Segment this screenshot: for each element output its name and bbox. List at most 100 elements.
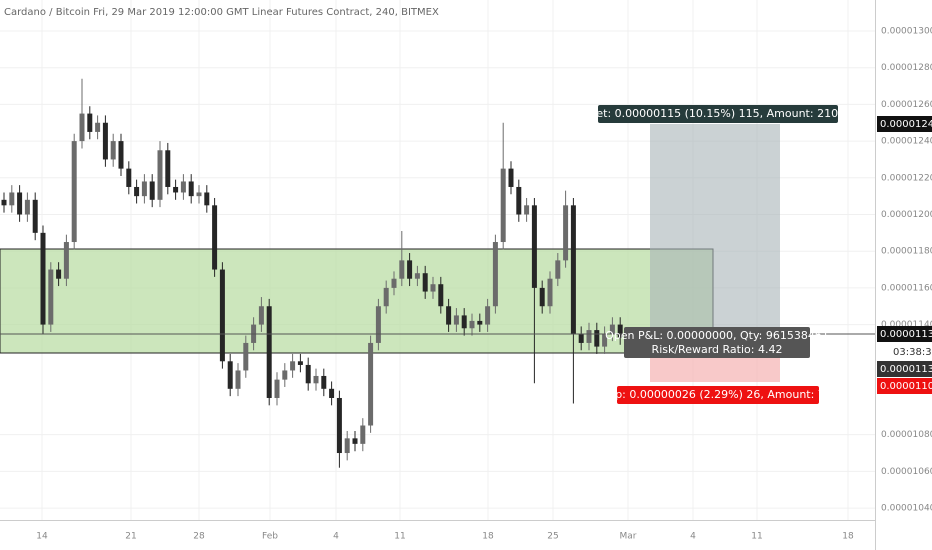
y-tick-label: 0.00001160 xyxy=(881,283,932,293)
candle-body xyxy=(414,273,420,279)
candle-body xyxy=(547,278,553,307)
candle-body xyxy=(290,361,296,371)
candle-body xyxy=(173,186,179,193)
last-price: 0.00001133 xyxy=(880,329,932,340)
candle-body xyxy=(602,333,608,347)
x-tick-label: 21 xyxy=(125,532,136,542)
candle-body xyxy=(157,150,163,200)
candle-body xyxy=(212,205,218,270)
candle-body xyxy=(461,315,467,329)
y-tick-label: 0.00001260 xyxy=(881,100,932,110)
candle-body xyxy=(196,192,202,197)
y-tick-label: 0.00001140 xyxy=(881,320,932,330)
y-tick-label: 0.00001180 xyxy=(881,247,932,257)
countdown-tag xyxy=(877,344,932,360)
candle-body xyxy=(375,306,381,343)
candle-body xyxy=(48,269,54,325)
candle-body xyxy=(219,269,225,362)
candle-body xyxy=(235,370,241,389)
x-tick-label: 11 xyxy=(751,532,762,542)
candle-body xyxy=(407,260,413,279)
candle-body xyxy=(516,186,522,215)
candle-body xyxy=(243,342,249,371)
entry-price-tag xyxy=(877,361,932,377)
candle-body xyxy=(383,287,389,307)
x-tick-label: 28 xyxy=(193,532,205,542)
candle-body xyxy=(87,113,93,132)
candle-body xyxy=(524,205,530,215)
last-price-tag xyxy=(877,326,932,342)
risk-reward-label: Risk/Reward Ratio: 4.42 xyxy=(652,343,783,356)
candle-body xyxy=(329,388,335,398)
target-label: Target: 0.00000115 (10.15%) 115, Amount:… xyxy=(572,107,862,120)
y-tick-label: 0.00001240 xyxy=(881,137,932,147)
stop-label-box xyxy=(617,386,819,404)
candle-body xyxy=(508,168,514,187)
candle-body xyxy=(492,242,498,307)
x-tick-label: 18 xyxy=(482,532,494,542)
candle-body xyxy=(609,324,615,334)
candle-body xyxy=(586,330,592,343)
countdown: 03:38:30 xyxy=(893,347,932,358)
stop-price: 0.00001107 xyxy=(880,381,932,392)
candle-body xyxy=(368,342,374,426)
y-tick-label: 0.00001200 xyxy=(881,210,932,220)
candle-body xyxy=(500,168,506,243)
candle-body xyxy=(17,192,23,215)
candle-body xyxy=(360,425,366,444)
candle-body xyxy=(594,330,600,347)
candle-body xyxy=(422,273,428,292)
candle-body xyxy=(149,181,155,200)
y-tick-label: 0.00001060 xyxy=(881,467,932,477)
x-tick-label: 18 xyxy=(842,532,854,542)
x-tick-label: 4 xyxy=(690,532,696,542)
candle-body xyxy=(563,205,569,261)
candle-body xyxy=(95,122,101,132)
candle-body xyxy=(102,122,108,160)
x-tick-label: 14 xyxy=(36,532,48,542)
candle-body xyxy=(305,364,311,384)
target-price-tag xyxy=(877,116,932,132)
target-region[interactable] xyxy=(650,124,780,334)
candle-body xyxy=(56,269,62,279)
candle-body xyxy=(438,284,444,307)
candle-body xyxy=(485,306,491,325)
candle-body xyxy=(1,199,7,206)
x-tick-label: Feb xyxy=(262,532,278,542)
price-axis xyxy=(875,0,932,550)
target-price: 0.00001248 xyxy=(880,119,932,130)
candle-body xyxy=(266,306,272,398)
entry-price: 0.00001133 xyxy=(880,364,932,375)
y-tick-label: 0.00001300 xyxy=(881,27,932,37)
candle-body xyxy=(40,232,46,325)
candle-body xyxy=(578,333,584,343)
candle-body xyxy=(118,141,124,169)
candle-body xyxy=(617,324,623,338)
candle-body xyxy=(165,150,171,187)
y-tick-label: 0.00001040 xyxy=(881,504,932,514)
stop-label: Stop: 0.00000026 (2.29%) 26, Amount: 750 xyxy=(597,388,839,401)
candle-body xyxy=(274,379,280,398)
candle-body xyxy=(321,375,327,389)
candle-body xyxy=(352,438,358,444)
candle-body xyxy=(297,361,303,365)
x-tick-label: 4 xyxy=(333,532,339,542)
pnl-label-box xyxy=(624,327,810,358)
y-tick-label: 0.00001220 xyxy=(881,173,932,183)
candle-body xyxy=(336,397,342,454)
candle-body xyxy=(79,113,85,142)
candle-body xyxy=(180,181,186,193)
candle-body xyxy=(446,306,452,325)
candle-body xyxy=(453,315,459,325)
candle-body xyxy=(282,370,288,380)
pnl-label: Open P&L: 0.00000000, Qty: 961538461 xyxy=(605,329,829,342)
candle-body xyxy=(539,287,545,307)
candle-body xyxy=(32,199,38,233)
candle-body xyxy=(126,168,132,187)
y-tick-label: 0.00001280 xyxy=(881,63,932,73)
x-tick-label: Mar xyxy=(620,532,637,542)
candle-body xyxy=(399,260,405,279)
zone-rectangle[interactable] xyxy=(0,248,714,354)
candle-body xyxy=(110,141,116,160)
